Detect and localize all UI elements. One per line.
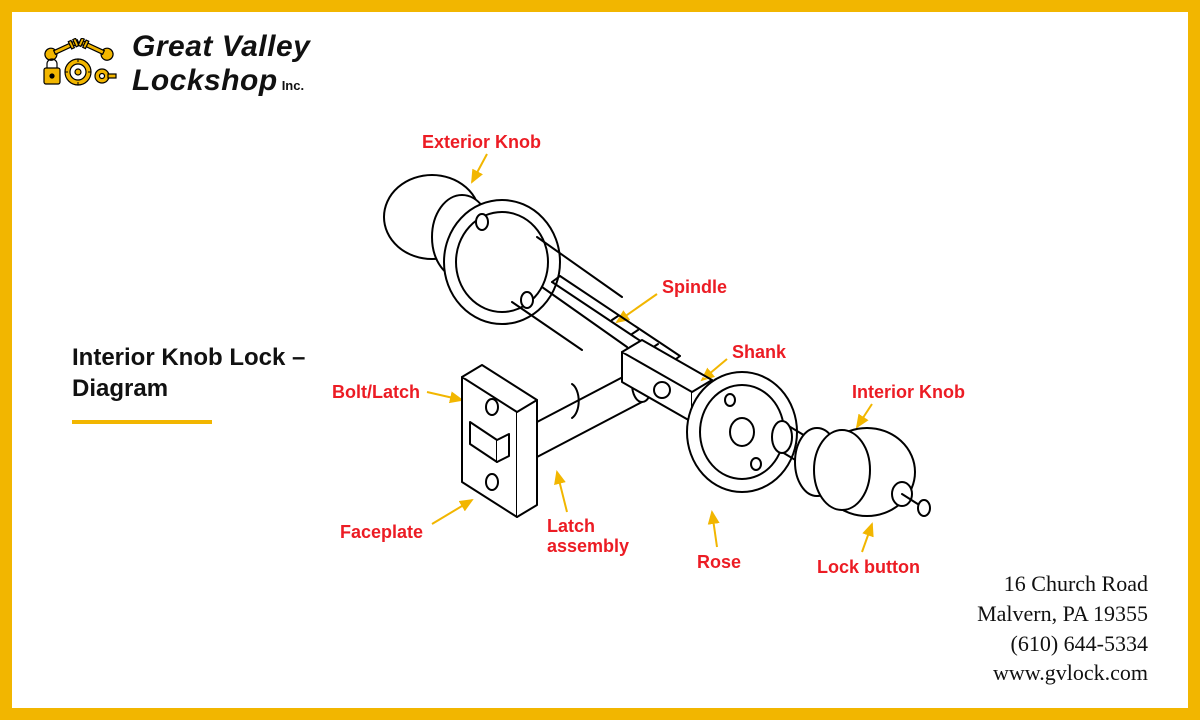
title-block: Interior Knob Lock – Diagram [72, 342, 332, 424]
label-rose: Rose [697, 552, 741, 573]
brand-logo: Great Valley Lockshop Inc. [40, 30, 310, 98]
contact-phone: (610) 644-5334 [977, 629, 1148, 659]
infographic-frame: Great Valley Lockshop Inc. Interior Knob … [0, 0, 1200, 720]
brand-line1: Great Valley [132, 30, 310, 64]
contact-website: www.gvlock.com [977, 658, 1148, 688]
diagram-svg [312, 122, 1072, 602]
label-latch-assembly: Latch assembly [547, 517, 637, 557]
keys-lock-icon [40, 38, 118, 90]
contact-address1: 16 Church Road [977, 569, 1148, 599]
title-underline [72, 420, 212, 424]
label-spindle: Spindle [662, 277, 727, 298]
label-bolt-latch: Bolt/Latch [332, 382, 420, 403]
label-shank: Shank [732, 342, 786, 363]
diagram-title: Interior Knob Lock – Diagram [72, 342, 332, 404]
label-exterior-knob: Exterior Knob [422, 132, 541, 153]
brand-name: Great Valley Lockshop Inc. [132, 30, 310, 98]
brand-line2: Lockshop [132, 64, 278, 97]
label-interior-knob: Interior Knob [852, 382, 965, 403]
label-faceplate: Faceplate [340, 522, 423, 543]
knob-lock-diagram: Exterior Knob Spindle Shank Interior Knob Bo… [312, 122, 1072, 602]
contact-address2: Malvern, PA 19355 [977, 599, 1148, 629]
contact-block: 16 Church Road Malvern, PA 19355 (610) 6… [977, 569, 1148, 688]
brand-suffix: Inc. [282, 78, 304, 93]
label-lock-button: Lock button [817, 557, 920, 578]
